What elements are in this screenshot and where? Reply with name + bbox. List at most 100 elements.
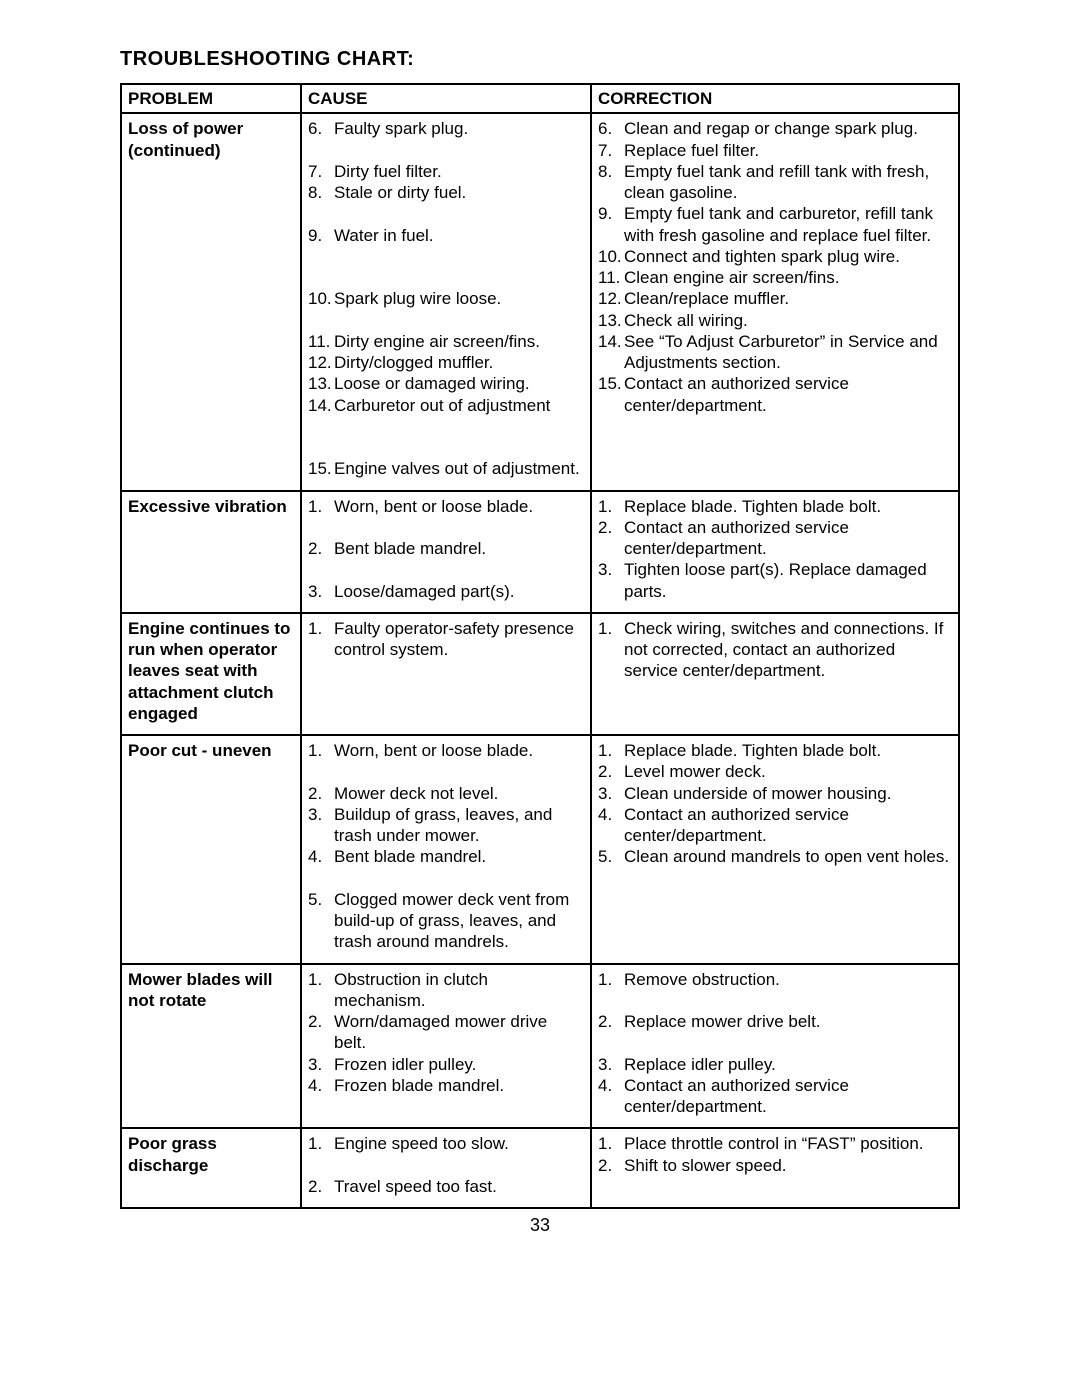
item-number — [308, 868, 334, 889]
correction-cell: 1.Replace blade. Tighten blade bolt.2.Co… — [591, 491, 959, 613]
item-text: Faulty spark plug. — [334, 118, 584, 139]
item-number: 4. — [308, 846, 334, 867]
item-text: Frozen blade mandrel. — [334, 1075, 584, 1096]
item-number: 2. — [308, 1011, 334, 1054]
list-item: 9.Empty fuel tank and carburetor, refill… — [598, 203, 952, 246]
item-text: Tighten loose part(s). Replace damaged p… — [624, 559, 952, 602]
item-text: Spark plug wire loose. — [334, 288, 584, 309]
item-number — [308, 416, 334, 437]
list-item: 2.Worn/damaged mower drive belt. — [308, 1011, 584, 1054]
item-text: Worn, bent or loose blade. — [334, 496, 584, 517]
item-text — [334, 559, 584, 580]
item-text — [334, 267, 584, 288]
item-number — [308, 203, 334, 224]
list-item: 2.Mower deck not level. — [308, 783, 584, 804]
item-text: Worn, bent or loose blade. — [334, 740, 584, 761]
item-text: Clogged mower deck vent from build-up of… — [334, 889, 584, 953]
item-text — [624, 990, 952, 1011]
item-text: Worn/damaged mower drive belt. — [334, 1011, 584, 1054]
item-text: Dirty fuel filter. — [334, 161, 584, 182]
item-number: 12. — [308, 352, 334, 373]
item-number: 6. — [308, 118, 334, 139]
item-text — [334, 246, 584, 267]
list-item — [308, 416, 584, 437]
item-text: Contact an authorized service center/dep… — [624, 804, 952, 847]
item-text: Replace mower drive belt. — [624, 1011, 952, 1032]
list-item: 8.Empty fuel tank and refill tank with f… — [598, 161, 952, 204]
item-text — [334, 416, 584, 437]
item-number: 8. — [598, 161, 624, 204]
list-item: 6.Faulty spark plug. — [308, 118, 584, 139]
item-text: Remove obstruction. — [624, 969, 952, 990]
item-number: 1. — [598, 496, 624, 517]
correction-cell: 1.Check wiring, switches and connections… — [591, 613, 959, 735]
item-number: 4. — [598, 1075, 624, 1118]
item-number: 2. — [598, 1011, 624, 1032]
list-item — [308, 437, 584, 458]
list-item: 12.Dirty/clogged muffler. — [308, 352, 584, 373]
list-item: 3.Loose/damaged part(s). — [308, 581, 584, 602]
list-item: 1.Engine speed too slow. — [308, 1133, 584, 1154]
item-text: Replace fuel filter. — [624, 140, 952, 161]
list-item — [308, 868, 584, 889]
list-item: 1.Place throttle control in “FAST” posit… — [598, 1133, 952, 1154]
list-item: 3.Replace idler pulley. — [598, 1054, 952, 1075]
item-number — [308, 517, 334, 538]
list-item — [308, 1155, 584, 1176]
list-item: 11.Clean engine air screen/fins. — [598, 267, 952, 288]
item-text: Check wiring, switches and connections. … — [624, 618, 952, 682]
item-text: Clean around mandrels to open vent holes… — [624, 846, 952, 867]
item-number: 2. — [598, 761, 624, 782]
troubleshooting-table: PROBLEM CAUSE CORRECTION Loss of power (… — [120, 83, 960, 1209]
list-item: 4.Contact an authorized service center/d… — [598, 1075, 952, 1118]
problem-cell: Engine continues to run when operator le… — [121, 613, 301, 735]
item-number: 7. — [598, 140, 624, 161]
list-item — [308, 310, 584, 331]
item-number: 3. — [598, 559, 624, 602]
cause-cell: 1.Worn, bent or loose blade. 2.Mower dec… — [301, 735, 591, 964]
item-text — [334, 868, 584, 889]
cause-cell: 1.Engine speed too slow. 2.Travel speed … — [301, 1128, 591, 1208]
problem-cell: Excessive vibration — [121, 491, 301, 613]
item-number: 3. — [308, 1054, 334, 1075]
list-item: 4.Frozen blade mandrel. — [308, 1075, 584, 1096]
list-item: 3.Frozen idler pulley. — [308, 1054, 584, 1075]
list-item — [308, 517, 584, 538]
item-text: Loose or damaged wiring. — [334, 373, 584, 394]
list-item — [308, 761, 584, 782]
problem-cell: Loss of power (continued) — [121, 113, 301, 490]
item-number: 1. — [308, 969, 334, 1012]
list-item: 4.Contact an authorized service center/d… — [598, 804, 952, 847]
list-item: 14.Carburetor out of adjustment — [308, 395, 584, 416]
item-number: 5. — [308, 889, 334, 953]
item-number: 6. — [598, 118, 624, 139]
item-text: Frozen idler pulley. — [334, 1054, 584, 1075]
item-number: 15. — [308, 458, 334, 479]
item-number: 5. — [598, 846, 624, 867]
list-item: 2.Replace mower drive belt. — [598, 1011, 952, 1032]
list-item: 1.Faulty operator-safety presence contro… — [308, 618, 584, 661]
item-number: 12. — [598, 288, 624, 309]
list-item: 3.Tighten loose part(s). Replace damaged… — [598, 559, 952, 602]
item-text: Clean engine air screen/fins. — [624, 267, 952, 288]
item-number: 1. — [598, 618, 624, 682]
item-number: 2. — [308, 538, 334, 559]
list-item: 1.Worn, bent or loose blade. — [308, 740, 584, 761]
item-number: 3. — [598, 783, 624, 804]
item-number — [308, 437, 334, 458]
item-number — [598, 1032, 624, 1053]
item-number: 11. — [308, 331, 334, 352]
item-number — [308, 246, 334, 267]
item-text: Engine valves out of adjustment. — [334, 458, 584, 479]
item-text: Faulty operator-safety presence control … — [334, 618, 584, 661]
item-text: Replace idler pulley. — [624, 1054, 952, 1075]
list-item: 7.Replace fuel filter. — [598, 140, 952, 161]
item-number — [308, 761, 334, 782]
list-item: 1.Worn, bent or loose blade. — [308, 496, 584, 517]
list-item — [308, 203, 584, 224]
item-number: 1. — [598, 1133, 624, 1154]
problem-cell: Mower blades will not rotate — [121, 964, 301, 1129]
item-text: Carburetor out of adjustment — [334, 395, 584, 416]
item-text: Replace blade. Tighten blade bolt. — [624, 496, 952, 517]
list-item: 15.Engine valves out of adjustment. — [308, 458, 584, 479]
